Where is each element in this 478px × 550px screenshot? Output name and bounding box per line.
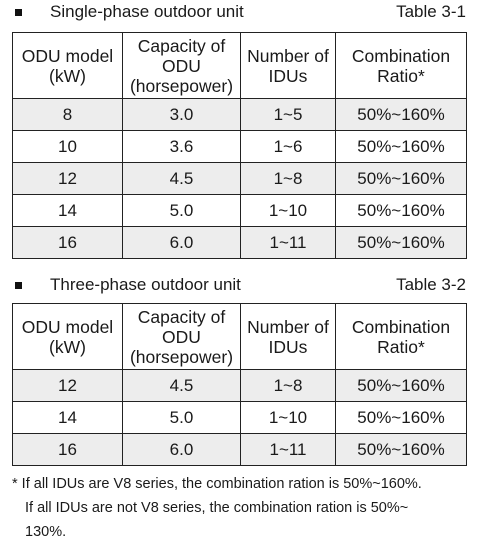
section-title: Three-phase outdoor unit: [50, 275, 241, 294]
single-phase-table: ODU model (kW) Capacity of ODU (horsepow…: [12, 32, 467, 259]
section-title: Single-phase outdoor unit: [50, 2, 244, 21]
table-row: 16 6.0 1~11 50%~160%: [12, 226, 467, 259]
table-label: Table 3-1: [396, 2, 466, 21]
footnote: * If all IDUs are V8 series, the combina…: [12, 472, 472, 544]
three-phase-table-body: 12 4.5 1~8 50%~160% 14 5.0 1~10 50%~160% 16 6.0 1~…: [12, 369, 467, 466]
cell-combination-ratio: 50%~160%: [335, 194, 467, 227]
table-row: 12 4.5 1~8 50%~160%: [12, 369, 467, 402]
footnote-line: * If all IDUs are V8 series, the combina…: [12, 476, 422, 492]
cell-combination-ratio: 50%~160%: [335, 433, 467, 466]
table-label: Table 3-2: [396, 275, 466, 294]
cell-number-of-idus: 1~8: [240, 369, 336, 402]
header-capacity: Capacity of ODU (horsepower): [122, 32, 241, 99]
cell-capacity: 6.0: [122, 226, 241, 259]
cell-number-of-idus: 1~10: [240, 194, 336, 227]
cell-combination-ratio: 50%~160%: [335, 130, 467, 163]
cell-capacity: 5.0: [122, 401, 241, 434]
cell-combination-ratio: 50%~160%: [335, 369, 467, 402]
footnote-line: 130%.: [25, 524, 67, 540]
cell-combination-ratio: 50%~160%: [335, 162, 467, 195]
cell-capacity: 6.0: [122, 433, 241, 466]
header-combination-ratio: Combination Ratio*: [335, 303, 467, 370]
cell-odu-model: 10: [12, 130, 123, 163]
cell-number-of-idus: 1~8: [240, 162, 336, 195]
cell-odu-model: 12: [12, 162, 123, 195]
cell-odu-model: 12: [12, 369, 123, 402]
cell-odu-model: 14: [12, 194, 123, 227]
table-row: 16 6.0 1~11 50%~160%: [12, 433, 467, 466]
cell-number-of-idus: 1~5: [240, 98, 336, 131]
cell-combination-ratio: 50%~160%: [335, 226, 467, 259]
cell-number-of-idus: 1~11: [240, 433, 336, 466]
cell-capacity: 5.0: [122, 194, 241, 227]
square-bullet-icon: [15, 281, 22, 289]
footnote-line: If all IDUs are not V8 series, the combi…: [25, 500, 409, 516]
cell-odu-model: 8: [12, 98, 123, 131]
table-row: 10 3.6 1~6 50%~160%: [12, 130, 467, 163]
cell-capacity: 3.6: [122, 130, 241, 163]
cell-combination-ratio: 50%~160%: [335, 98, 467, 131]
header-odu-model: ODU model (kW): [12, 303, 123, 370]
cell-number-of-idus: 1~10: [240, 401, 336, 434]
table-row: 14 5.0 1~10 50%~160%: [12, 194, 467, 227]
table-row: 8 3.0 1~5 50%~160%: [12, 98, 467, 131]
cell-capacity: 4.5: [122, 162, 241, 195]
square-bullet-icon: [15, 8, 22, 16]
cell-capacity: 4.5: [122, 369, 241, 402]
cell-number-of-idus: 1~6: [240, 130, 336, 163]
three-phase-table: ODU model (kW) Capacity of ODU (horsepow…: [12, 303, 467, 466]
single-phase-table-body: 8 3.0 1~5 50%~160% 10 3.6 1~6 50%~160% 12 4.5 1~8 5…: [12, 98, 467, 259]
cell-combination-ratio: 50%~160%: [335, 401, 467, 434]
header-number-of-idus: Number of IDUs: [240, 303, 336, 370]
cell-odu-model: 16: [12, 226, 123, 259]
cell-capacity: 3.0: [122, 98, 241, 131]
section-header-three-phase: Three-phase outdoor unit Table 3-2: [12, 274, 466, 296]
header-capacity: Capacity of ODU (horsepower): [122, 303, 241, 370]
table-row: 12 4.5 1~8 50%~160%: [12, 162, 467, 195]
header-number-of-idus: Number of IDUs: [240, 32, 336, 99]
cell-odu-model: 16: [12, 433, 123, 466]
header-odu-model: ODU model (kW): [12, 32, 123, 99]
cell-odu-model: 14: [12, 401, 123, 434]
header-combination-ratio: Combination Ratio*: [335, 32, 467, 99]
table-row: 14 5.0 1~10 50%~160%: [12, 401, 467, 434]
section-header-single-phase: Single-phase outdoor unit Table 3-1: [12, 1, 466, 23]
cell-number-of-idus: 1~11: [240, 226, 336, 259]
